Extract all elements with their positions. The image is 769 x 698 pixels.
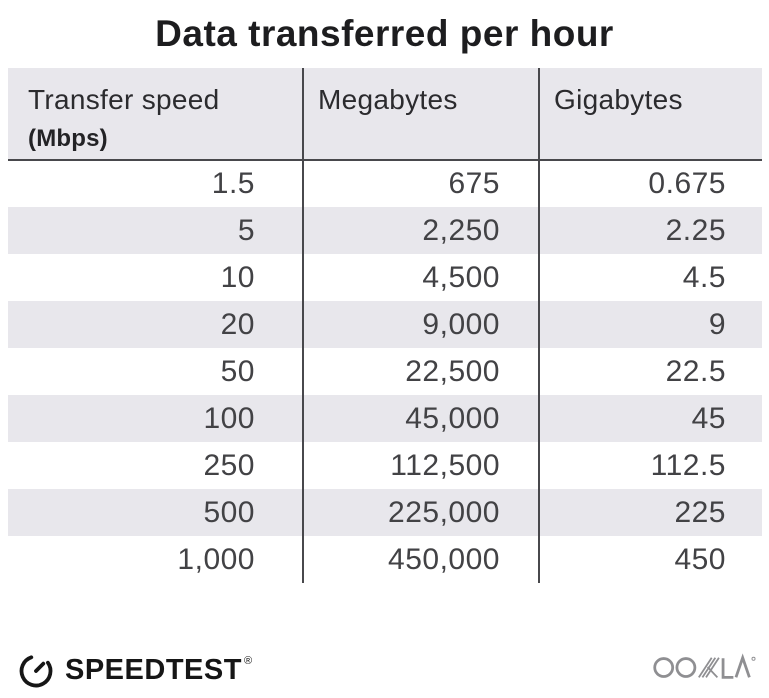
table-cell: 225 [538,489,762,536]
table-cell: 1,000 [177,542,255,576]
table-row: 5 2,250 2.25 [8,207,762,254]
table-row: 500 225,000 225 [8,489,762,536]
table-cell: 675 [302,160,539,207]
table-cell: 2,250 [302,207,539,254]
table-cell: 22,500 [302,348,539,395]
table-row: 20 9,000 9 [8,301,762,348]
table-row: 1,000 450,000 450 [8,536,762,583]
col-header-label: Megabytes [318,84,458,115]
col-header-label: Transfer speed [28,84,220,115]
table-cell: 9,000 [302,301,539,348]
table-cell: 225,000 [302,489,539,536]
table-row: 1.5 675 0.675 [8,160,762,207]
table-cell: 9 [538,301,762,348]
registered-trademark-icon: ® [243,655,253,667]
data-table-container: Transfer speed (Mbps) Megabytes Gigabyte… [8,68,762,583]
table-cell: 112.5 [538,442,762,489]
table-cell: 0.675 [538,160,762,207]
ookla-logo [653,650,757,687]
table-cell: 2.25 [538,207,762,254]
col-header-megabytes: Megabytes [302,68,539,161]
table-row: 50 22,500 22.5 [8,348,762,395]
ookla-wordmark-icon [653,653,756,679]
table-row: 250 112,500 112.5 [8,442,762,489]
table-cell: 50 [220,354,255,388]
table-cell: 450 [538,536,762,583]
col-header-unit: (Mbps) [28,125,108,152]
table-cell: 4,500 [302,254,539,301]
speedtest-gauge-icon [19,655,53,688]
table-cell: 45 [538,395,762,442]
table-cell: 5 [8,207,303,254]
data-table: Transfer speed (Mbps) Megabytes Gigabyte… [8,68,762,583]
table-cell: 4.5 [538,254,762,301]
table-row: 10 4,500 4.5 [8,254,762,301]
col-header-gigabytes: Gigabytes [538,68,762,161]
page-title: Data transferred per hour [155,13,614,54]
header-row: Transfer speed (Mbps) Megabytes Gigabyte… [8,68,762,161]
table-row: 100 45,000 45 [8,395,762,442]
table-cell: 20 [8,301,303,348]
col-header-label: Gigabytes [554,84,683,115]
table-cell: 22.5 [538,348,762,395]
table-cell: 112,500 [302,442,539,489]
table-cell: 100 [8,395,303,442]
table-cell: 45,000 [302,395,539,442]
table-cell: 250 [203,448,255,482]
speedtest-logo: SPEEDTEST ® [16,650,252,690]
table-cell: 500 [8,489,303,536]
speedtest-wordmark: SPEEDTEST [65,653,242,686]
col-header-transfer-speed: Transfer speed (Mbps) [8,68,303,161]
table-cell: 450,000 [302,536,539,583]
table-cell: 1.5 [211,167,255,200]
table-cell: 10 [220,260,255,294]
